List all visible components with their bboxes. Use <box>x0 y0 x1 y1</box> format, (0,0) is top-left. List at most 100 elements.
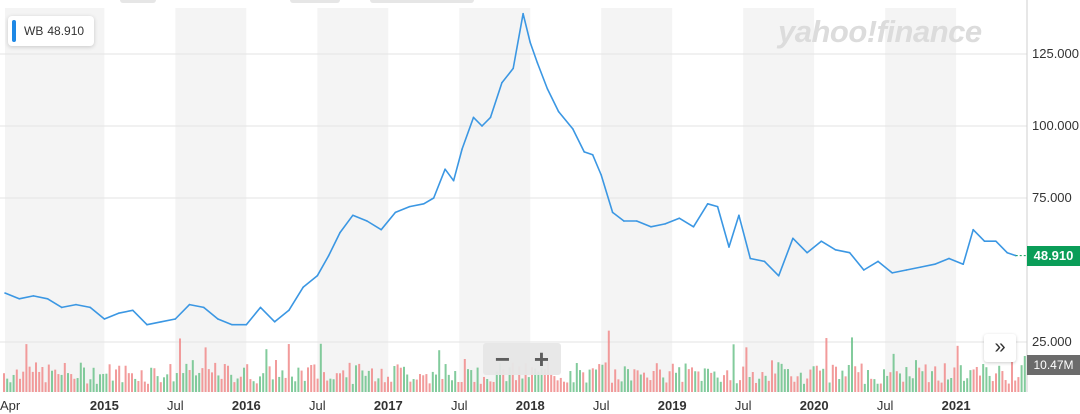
volume-bar <box>675 372 677 392</box>
price-point <box>792 237 794 240</box>
volume-bar <box>76 378 79 392</box>
volume-bar <box>531 367 533 392</box>
volume-bar <box>950 377 953 392</box>
price-point <box>583 151 585 153</box>
price-point <box>422 202 425 205</box>
volume-bar <box>915 360 917 392</box>
price-point <box>351 214 354 217</box>
x-tick-label: Jul <box>451 398 468 413</box>
volume-bar <box>751 372 754 392</box>
volume-bar <box>972 369 975 392</box>
price-point <box>131 309 134 312</box>
volume-bar <box>342 370 345 392</box>
volume-bar <box>809 369 812 392</box>
volume-bar <box>553 376 556 392</box>
volume-bar <box>435 374 437 392</box>
price-point <box>452 179 455 182</box>
volume-bar <box>415 379 418 392</box>
volume-bar <box>860 363 863 392</box>
x-tick-label: 2015 <box>90 398 119 413</box>
volume-bar <box>719 381 722 392</box>
volume-bar <box>380 368 383 392</box>
volume-bar <box>902 381 905 392</box>
price-point <box>146 323 148 326</box>
volume-bar <box>905 367 908 392</box>
volume-bar <box>233 382 236 392</box>
scroll-to-end-button[interactable]: » <box>984 334 1016 362</box>
range-tab-stub[interactable] <box>290 0 340 3</box>
volume-bar <box>815 365 818 392</box>
volume-bar <box>134 378 137 392</box>
volume-bar <box>879 383 882 392</box>
volume-bar <box>537 371 540 392</box>
volume-bar <box>713 371 716 392</box>
volume-bar <box>633 369 636 392</box>
volume-bar <box>329 378 332 392</box>
price-point <box>728 246 730 248</box>
y-tick-label: 25.000 <box>1032 334 1072 349</box>
volume-bar <box>966 378 969 392</box>
volume-bar <box>351 383 354 392</box>
volume-bar <box>307 367 309 392</box>
volume-bar <box>287 344 290 392</box>
volume-bar <box>79 362 82 392</box>
price-point <box>877 260 879 263</box>
volume-bar <box>889 372 892 392</box>
volume-bar <box>230 374 233 392</box>
volume-bar <box>447 374 450 392</box>
volume-bar <box>444 364 447 392</box>
volume-bar <box>63 362 66 392</box>
range-tab-stub[interactable] <box>370 0 474 3</box>
volume-bar <box>1017 377 1020 392</box>
volume-bar <box>758 378 761 392</box>
volume-bar <box>975 366 978 392</box>
volume-bar <box>508 367 511 392</box>
volume-bar <box>806 378 809 392</box>
price-point <box>288 309 290 312</box>
volume-bar <box>665 382 668 392</box>
volume-bar <box>748 377 751 392</box>
y-tick-label: 100.000 <box>1032 118 1079 133</box>
price-point <box>174 318 177 320</box>
volume-bar <box>361 370 364 392</box>
volume-bar <box>998 365 1001 392</box>
volume-bar <box>191 360 194 392</box>
volume-bar <box>95 383 98 392</box>
volume-bar <box>399 367 402 392</box>
volume-bar <box>828 382 831 392</box>
volume-bar <box>755 382 757 392</box>
ticker-legend[interactable]: WB 48.910 <box>8 16 94 46</box>
zoom-out-button[interactable]: − <box>494 344 511 374</box>
volume-bar <box>1023 355 1026 392</box>
volume-bar <box>572 382 575 392</box>
x-tick-label: Jul <box>309 398 326 413</box>
volume-bar <box>959 365 962 392</box>
price-point <box>863 269 865 271</box>
volume-bar <box>543 368 546 392</box>
zoom-in-button[interactable]: + <box>533 344 550 374</box>
volume-bar <box>819 370 821 392</box>
volume-bar <box>886 375 889 392</box>
volume-bar <box>163 377 165 392</box>
volume-bar <box>563 381 565 392</box>
volume-bar <box>265 349 268 392</box>
range-tab-stub[interactable] <box>120 0 156 3</box>
price-point <box>217 318 219 320</box>
volume-bar <box>985 367 988 392</box>
x-tick-label: Jul <box>593 398 610 413</box>
volume-bar <box>422 375 425 392</box>
volume-bar <box>377 378 380 392</box>
volume-bar <box>201 368 204 392</box>
volume-bar <box>931 371 933 392</box>
volume-bar <box>835 366 837 392</box>
volume-bar <box>355 365 357 392</box>
price-point <box>366 220 368 222</box>
price-point <box>678 217 681 219</box>
volume-bar <box>601 364 604 392</box>
volume-bar <box>473 381 476 392</box>
volume-bar <box>1014 380 1017 392</box>
volume-bar <box>1004 380 1007 392</box>
volume-bar <box>678 367 681 392</box>
